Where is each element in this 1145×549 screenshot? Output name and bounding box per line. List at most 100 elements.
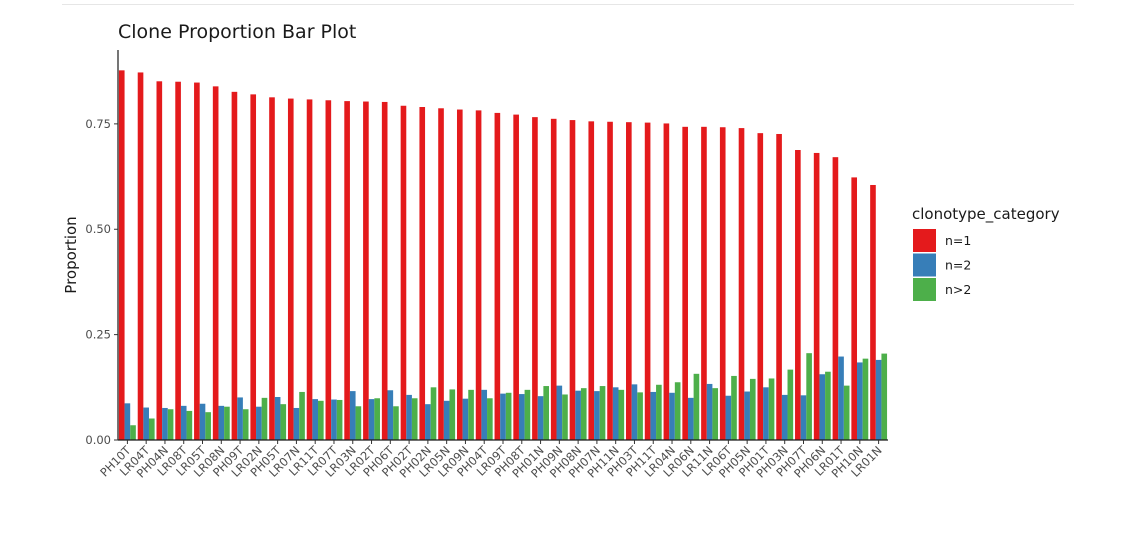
bar-ph03t-n1 <box>626 122 632 441</box>
bar-lr07n-n2 <box>293 407 300 440</box>
bar-ph05t-n1 <box>269 97 275 440</box>
bar-lr07t-n1 <box>325 100 332 441</box>
bar-group-lr04n <box>663 123 681 440</box>
bar-group-lr06n <box>682 126 700 440</box>
bar-ph10t-n2 <box>124 403 131 440</box>
legend-label-ngt2: n>2 <box>945 282 971 297</box>
bar-ph09t-n1 <box>231 91 238 440</box>
bar-ph11t-ngt2 <box>656 384 662 440</box>
bar-lr04t-n1 <box>137 72 144 440</box>
bar-ph01n-n1 <box>532 117 538 440</box>
bar-group-lr09t <box>494 112 512 440</box>
bar-lr04n-n2 <box>669 392 675 440</box>
bar-group-ph04n <box>156 81 174 441</box>
bar-lr05n-ngt2 <box>449 389 456 440</box>
bar-ph06t-n1 <box>381 101 388 440</box>
bar-group-ph06t <box>381 101 399 440</box>
bar-ph04n-n1 <box>156 81 163 441</box>
legend: clonotype_category n=1 n=2 n>2 <box>912 205 1060 301</box>
bar-ph02n-n2 <box>425 404 431 440</box>
bar-lr08t-n1 <box>175 81 181 440</box>
bar-lr02t-n2 <box>368 399 375 440</box>
bar-ph03n-n1 <box>776 133 782 441</box>
bar-group-ph01t <box>757 133 775 440</box>
bar-group-ph06n <box>813 152 831 440</box>
bar-group-lr08n <box>212 86 230 441</box>
bar-lr04n-ngt2 <box>674 382 681 440</box>
bar-group-ph05t <box>269 97 287 440</box>
bar-ph07n-n2 <box>594 391 600 440</box>
bar-ph09t-n2 <box>237 397 243 440</box>
bar-lr01t-n1 <box>832 157 839 441</box>
bar-lr01n-n2 <box>875 359 882 440</box>
bar-ph08n-n2 <box>575 390 581 440</box>
bar-group-ph05n <box>738 128 756 440</box>
bar-lr08t-ngt2 <box>186 410 193 440</box>
bar-lr01t-ngt2 <box>843 385 850 440</box>
bar-ph10t-n1 <box>118 70 125 440</box>
y-tick-label: 0.00 <box>85 433 111 447</box>
bar-lr03n-n1 <box>344 101 350 441</box>
legend-label-n2: n=2 <box>945 258 971 273</box>
bar-ph11n-ngt2 <box>618 389 625 440</box>
bar-lr03n-n2 <box>349 391 356 440</box>
bar-ph11n-n1 <box>607 121 613 440</box>
bar-ph08n-n1 <box>569 120 576 440</box>
bar-ph10t-ngt2 <box>130 425 136 440</box>
bar-lr06t-ngt2 <box>731 375 737 440</box>
bar-lr07n-n1 <box>287 98 294 440</box>
y-tick-label: 0.25 <box>85 328 111 342</box>
bar-lr09n-n2 <box>462 398 469 440</box>
bar-group-ph03t <box>626 122 643 441</box>
bar-group-lr03n <box>344 101 362 441</box>
bar-group-ph08n <box>569 120 587 440</box>
bar-lr11t-n1 <box>306 99 313 441</box>
bar-group-ph01n <box>532 117 550 440</box>
bar-ph01t-n1 <box>757 133 764 440</box>
bar-group-lr11n <box>701 126 719 440</box>
bar-group-ph07t <box>795 150 812 440</box>
bar-lr04n-n1 <box>663 123 670 440</box>
bar-group-lr05n <box>438 108 456 440</box>
bar-group-lr02t <box>363 101 380 440</box>
bar-lr08n-n1 <box>212 86 219 441</box>
bar-lr05n-n2 <box>443 400 450 440</box>
bar-ph06t-n2 <box>387 390 394 440</box>
bar-ph08t-n2 <box>518 394 525 440</box>
bar-group-ph02n <box>419 107 437 440</box>
bar-ph11t-n1 <box>644 122 651 441</box>
bar-lr03n-ngt2 <box>355 406 362 440</box>
bar-lr01t-n2 <box>838 356 844 440</box>
bar-ph02t-ngt2 <box>411 398 418 440</box>
bar-lr09t-ngt2 <box>505 392 512 440</box>
bar-ph06n-n1 <box>813 152 820 440</box>
bar-lr09t-n1 <box>494 112 501 440</box>
bar-lr09t-n2 <box>500 393 506 440</box>
bar-group-ph10t <box>118 70 136 440</box>
bar-ph04t-n1 <box>475 110 482 440</box>
bar-ph09t-ngt2 <box>242 409 249 440</box>
y-axis-label: Proportion <box>62 216 80 293</box>
bar-lr11n-n2 <box>706 383 713 440</box>
bar-lr02n-n2 <box>256 406 262 440</box>
bar-group-ph11t <box>644 122 662 441</box>
bar-ph02t-n2 <box>406 394 412 440</box>
bar-ph09n-n1 <box>550 118 557 440</box>
bar-ph03n-ngt2 <box>787 369 794 440</box>
bar-ph09n-ngt2 <box>562 394 568 440</box>
bar-ph02n-ngt2 <box>430 387 437 440</box>
bar-ph03t-n2 <box>631 384 638 440</box>
bar-lr01n-ngt2 <box>881 353 888 440</box>
bar-group-lr04t <box>137 72 155 440</box>
bar-ph07t-n1 <box>795 150 801 440</box>
bar-group-lr06t <box>719 127 737 441</box>
bar-ph04t-ngt2 <box>487 398 493 440</box>
bar-ph09n-n2 <box>556 385 563 440</box>
bar-lr07t-ngt2 <box>336 399 343 440</box>
bar-lr06n-ngt2 <box>693 373 700 440</box>
bar-ph04n-n2 <box>162 407 168 440</box>
bar-group-ph09n <box>550 118 568 440</box>
bar-lr11n-ngt2 <box>712 388 719 440</box>
bar-lr09n-n1 <box>456 109 463 440</box>
